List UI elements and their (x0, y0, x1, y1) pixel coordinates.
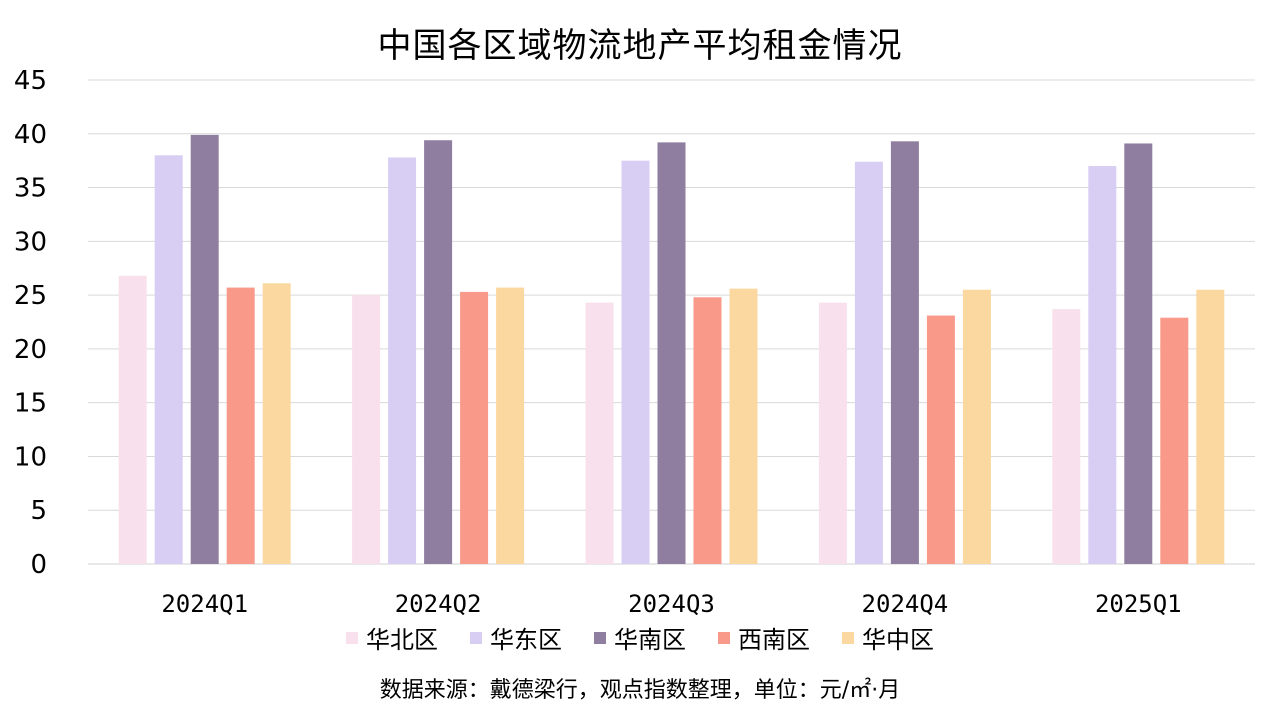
y-tick-label: 15 (14, 389, 47, 419)
legend-item: 华北区 (346, 620, 438, 655)
legend-item: 西南区 (718, 620, 810, 655)
bars (118, 134, 1225, 565)
bar (226, 287, 255, 564)
legend-label: 华东区 (490, 626, 562, 654)
y-tick-label: 25 (14, 281, 47, 311)
bar (154, 155, 183, 565)
legend-label: 华北区 (366, 626, 438, 654)
x-tick-label: 2024Q4 (862, 590, 949, 618)
bar (1124, 143, 1153, 565)
legend-swatch (842, 631, 854, 644)
bar (496, 287, 525, 564)
bar (693, 297, 722, 564)
bar (1160, 317, 1189, 564)
legend-label: 西南区 (738, 626, 810, 654)
y-tick-label: 10 (14, 442, 47, 472)
x-tick-label: 2024Q2 (395, 590, 482, 618)
bar (388, 157, 417, 564)
y-tick-label: 35 (14, 174, 47, 204)
y-axis-ticks: 0 5 10 15 20 25 30 35 40 45 (14, 66, 47, 580)
y-tick-label: 45 (14, 66, 47, 96)
bar (926, 315, 955, 564)
bar (621, 160, 650, 564)
legend-item: 华中区 (842, 620, 934, 655)
bar (1088, 166, 1117, 565)
bar (118, 275, 147, 564)
bar (1196, 289, 1225, 564)
legend-label: 华中区 (862, 626, 934, 654)
bar (585, 302, 614, 564)
legend-item: 华南区 (594, 620, 686, 655)
y-tick-label: 40 (14, 120, 47, 150)
y-tick-label: 20 (14, 335, 47, 365)
bar (190, 134, 219, 564)
x-tick-label: 2024Q3 (628, 590, 715, 618)
legend: 华北区 华东区 华南区 西南区 华中区 (0, 620, 1280, 655)
bar (657, 142, 686, 565)
bar (962, 289, 991, 564)
legend-item: 华东区 (470, 620, 562, 655)
y-tick-label: 0 (30, 550, 47, 580)
bar (352, 295, 381, 564)
bar (890, 141, 919, 564)
source-note: 数据来源：戴德梁行，观点指数整理，单位：元/㎡·月 (379, 678, 901, 703)
bar (818, 302, 847, 564)
bar (262, 283, 291, 564)
legend-label: 华南区 (614, 626, 686, 654)
bar (460, 291, 489, 564)
legend-swatch (594, 631, 606, 644)
y-tick-label: 5 (30, 496, 47, 526)
y-tick-label: 30 (14, 227, 47, 257)
legend-swatch (470, 631, 482, 644)
bar (729, 288, 758, 564)
legend-swatch (346, 631, 358, 644)
legend-swatch (718, 631, 730, 644)
x-tick-label: 2025Q1 (1095, 590, 1182, 618)
bar (854, 161, 883, 564)
bar (424, 140, 453, 564)
x-tick-label: 2024Q1 (161, 590, 248, 618)
chart-title: 中国各区域物流地产平均租金情况 (377, 26, 903, 66)
x-axis-ticks: 2024Q1 2024Q2 2024Q3 2024Q4 2025Q1 (161, 590, 1181, 618)
bar (1052, 309, 1081, 564)
